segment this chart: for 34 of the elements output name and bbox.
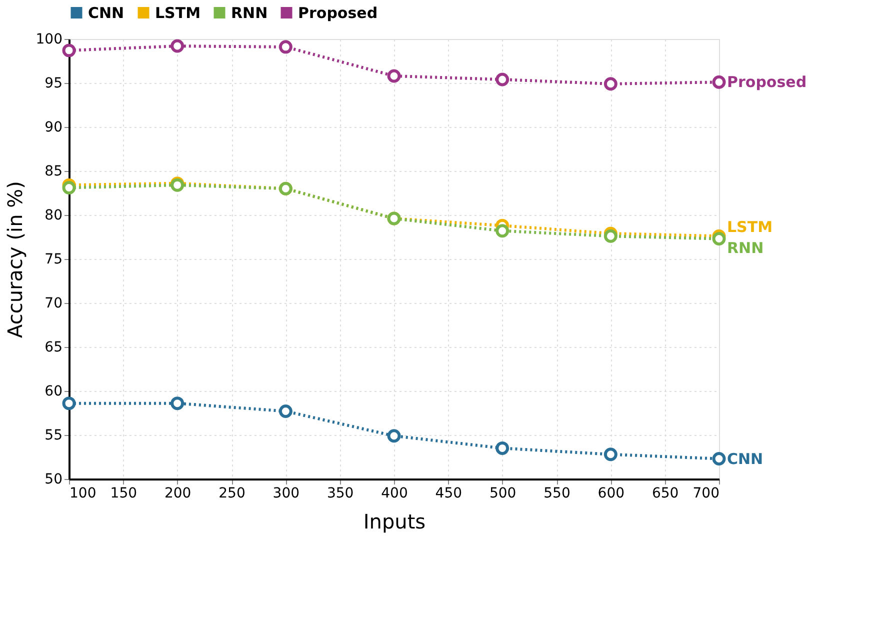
y-tick-label: 80	[44, 208, 62, 224]
y-tick-label: 100	[36, 32, 62, 48]
legend-label: Proposed	[298, 4, 378, 22]
x-axis-title: Inputs	[363, 510, 426, 534]
x-tick-label: 700	[692, 486, 720, 502]
x-tick-label: 350	[326, 486, 354, 502]
text: Proposed	[727, 73, 807, 92]
legend-label: LSTM	[155, 4, 201, 22]
y-axis-title: Accuracy (in %)	[2, 181, 27, 338]
y-tick-label: 55	[44, 428, 62, 444]
x-tick-label: 300	[272, 486, 300, 502]
y-tick-label: 70	[44, 296, 62, 312]
y-tick-label: 85	[44, 164, 62, 180]
x-tick-label: 100	[70, 486, 96, 502]
x-tick-label: 650	[652, 486, 679, 502]
x-tick-label: 250	[218, 486, 246, 502]
text: LSTM	[727, 218, 773, 236]
x-tick-label: 550	[544, 486, 570, 502]
x-tick-label: 400	[381, 486, 408, 502]
x-tick-label: 450	[435, 486, 462, 502]
legend-label: CNN	[88, 4, 124, 22]
y-tick-label: 75	[44, 252, 62, 268]
y-tick-label: 65	[44, 340, 62, 356]
y-tick-label: 60	[44, 384, 62, 400]
x-tick-label: 200	[164, 486, 192, 502]
y-tick-label: 95	[44, 76, 62, 92]
y-tick-label: 50	[44, 472, 62, 488]
y-tick-label: 90	[44, 120, 62, 136]
legend-label: RNN	[231, 4, 268, 22]
x-tick-label: 150	[110, 486, 138, 502]
x-tick-label: 500	[489, 486, 516, 502]
x-tick-label: 600	[598, 486, 625, 502]
text: CNN	[727, 450, 764, 468]
text: RNN	[727, 238, 764, 257]
